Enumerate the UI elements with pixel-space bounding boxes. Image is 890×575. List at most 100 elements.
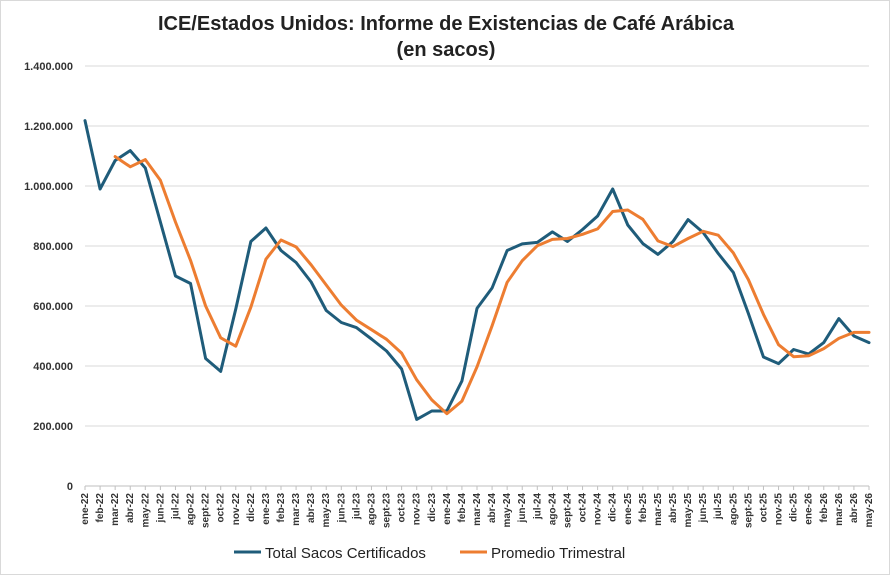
data-point-avg [641,218,645,221]
data-point-avg [430,398,433,402]
legend-label-total: Total Sacos Certificados [265,545,426,562]
data-point-avg [279,238,283,242]
data-point-avg [490,324,494,327]
data-point-avg [867,331,871,334]
data-point-avg [174,220,177,224]
data-point-total [430,409,433,413]
data-point-avg [611,210,614,213]
data-point-avg [686,237,690,240]
data-point-avg [249,306,253,309]
data-point-avg [385,338,388,341]
x-tick-label: sept-22 [201,493,212,528]
x-tick-label: ago-22 [186,493,197,526]
x-tick-label: may-23 [321,493,332,528]
data-point-avg [566,237,569,240]
data-point-total [159,220,162,224]
data-point-total [475,307,479,310]
data-point-avg [747,278,750,281]
data-point-avg [189,259,192,262]
data-point-avg [144,158,147,161]
data-point-avg [852,331,856,334]
data-point-avg [264,258,268,261]
data-point-total [279,249,283,252]
data-point-avg [355,318,358,322]
data-point-avg [551,238,554,241]
data-point-total [822,341,825,344]
x-tick-label: feb-25 [638,493,649,523]
data-point-avg [807,354,810,357]
data-point-avg [792,355,795,358]
data-point-total [762,355,765,359]
data-point-avg [159,179,162,182]
x-tick-label: oct-22 [216,493,227,523]
data-point-total [490,286,494,290]
y-tick-label: 800.000 [33,241,73,253]
x-tick-label: oct-24 [578,493,589,523]
data-point-total [536,241,539,244]
data-point-avg [445,412,449,415]
data-point-total [234,307,237,311]
x-tick-label: feb-23 [276,493,287,523]
x-tick-label: abr-25 [668,493,679,523]
x-tick-label: ene-25 [623,493,634,525]
data-point-total [837,317,841,320]
data-point-total [747,312,750,315]
data-point-total [717,252,720,255]
data-point-total [370,337,373,341]
x-tick-label: ago-24 [547,493,558,526]
data-point-total [309,280,313,284]
data-point-avg [671,245,675,248]
x-tick-label: abr-26 [849,493,860,523]
data-point-total [611,187,614,191]
x-tick-label: jun-22 [155,493,166,524]
data-point-avg [113,155,117,158]
x-tick-label: ene-24 [442,493,453,525]
x-tick-label: jul-25 [713,493,724,521]
data-point-total [551,230,554,234]
data-point-avg [234,345,237,348]
data-point-total [505,249,509,252]
data-point-avg [762,313,765,316]
data-point-total [189,282,192,285]
data-point-avg [415,378,418,381]
data-point-avg [325,283,328,287]
data-point-avg [460,399,464,403]
x-tick-label: sept-25 [743,493,754,528]
x-tick-label: abr-22 [125,493,136,523]
x-tick-label: oct-23 [397,493,408,523]
data-point-total [460,379,464,383]
x-tick-label: mar-22 [110,493,121,526]
data-point-total [204,357,207,360]
data-point-avg [701,230,705,233]
data-point-total [249,240,253,243]
data-point-total [686,218,690,221]
data-point-total [129,149,132,152]
legend-label-avg: Promedio Trimestral [491,545,625,562]
x-tick-label: dic-25 [789,493,800,522]
data-point-avg [521,259,524,262]
y-tick-label: 1.200.000 [24,121,73,133]
x-axis-ticks: ene-22 feb-22 mar-22 abr-22 may-22 jun-22 jul-… [80,486,875,528]
data-point-total [400,367,403,371]
x-tick-label: jul-22 [170,493,181,521]
y-tick-label: 200.000 [33,421,73,433]
x-tick-label: nov-25 [774,493,785,526]
data-point-total [852,334,856,338]
data-point-total [641,242,645,245]
data-point-total [174,274,177,278]
x-tick-label: ene-26 [804,493,815,525]
x-tick-label: ago-25 [728,493,739,526]
x-tick-label: jun-24 [517,493,528,524]
x-tick-label: abr-24 [487,493,498,523]
y-axis-ticks: 0 200.000 400.000 600.000 800.000 1.000.000 1.… [24,61,73,493]
data-point-avg [309,263,313,267]
data-point-total [656,253,660,256]
x-tick-label: feb-24 [457,493,468,523]
x-tick-label: ene-22 [80,493,91,525]
data-point-total [325,309,328,312]
x-tick-label: nov-22 [231,493,242,526]
data-point-total [83,119,87,122]
x-tick-label: mar-24 [472,493,483,526]
